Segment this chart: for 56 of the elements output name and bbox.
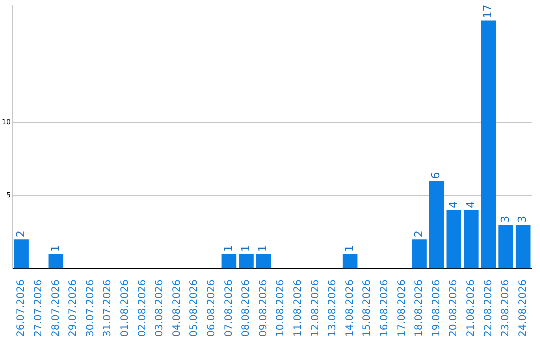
bar [516,224,531,269]
bar [481,20,496,269]
bar [256,254,272,269]
x-tick-label: 14.08.2026 [344,280,356,338]
bar [342,254,358,269]
data-label: 1 [222,245,236,252]
x-tick-label: 21.08.2026 [466,280,478,338]
data-label: 1 [343,245,356,252]
x-tick-label: 24.08.2026 [518,280,529,338]
data-label: 2 [412,230,426,238]
x-tick-label: 08.08.2026 [241,280,252,338]
data-label: 6 [430,172,443,180]
data-label: 1 [49,245,62,252]
x-tick-label: 02.08.2026 [137,280,148,338]
x-tick-label: 11.08.2026 [293,280,304,338]
data-label: 2 [14,230,28,238]
bar [14,240,29,269]
x-tick-label: 23.08.2026 [500,280,512,338]
x-tick-label: 03.08.2026 [154,280,166,338]
x-tick-label: 30.07.2026 [85,280,96,338]
data-label: 17 [482,4,495,19]
x-tick-label: 15.08.2026 [362,280,374,338]
x-tick-label: 19.08.2026 [431,280,442,338]
x-tick-label: 26.07.2026 [16,280,28,338]
x-tick-label: 28.07.2026 [50,280,62,338]
x-tick-label: 20.08.2026 [448,280,460,338]
bar [464,210,479,269]
bar [222,254,237,269]
x-tick-label: 05.08.2026 [189,280,200,338]
x-tick-label: 22.08.2026 [483,280,494,338]
x-tick-label: 13.08.2026 [328,280,339,338]
x-tick-label: 18.08.2026 [414,280,426,338]
data-label: 4 [446,201,460,208]
x-tick-label: 29.07.2026 [68,280,80,338]
data-label: 3 [498,216,512,223]
x-tick-label: 07.08.2026 [224,280,235,338]
data-label: 4 [464,201,478,208]
bar [498,224,514,269]
x-tick-label: 27.07.2026 [33,280,44,338]
data-label: 1 [239,245,252,252]
x-tick-label: 16.08.2026 [380,280,391,338]
bar [48,254,64,269]
bar [446,210,462,269]
x-tick-label: 10.08.2026 [276,280,287,338]
x-tick-label: 06.08.2026 [206,280,218,338]
bar [239,254,254,269]
data-label: 3 [516,216,530,223]
data-label: 1 [256,245,270,252]
x-tick-label: 17.08.2026 [396,280,408,338]
x-tick-label: 04.08.2026 [172,280,183,338]
bar [429,181,444,269]
bar [412,240,427,269]
x-tick-label: 31.07.2026 [102,280,114,338]
x-tick-label: 12.08.2026 [310,280,322,338]
x-tick-label: 01.08.2026 [120,280,131,338]
x-tick-label: 09.08.2026 [258,280,270,338]
